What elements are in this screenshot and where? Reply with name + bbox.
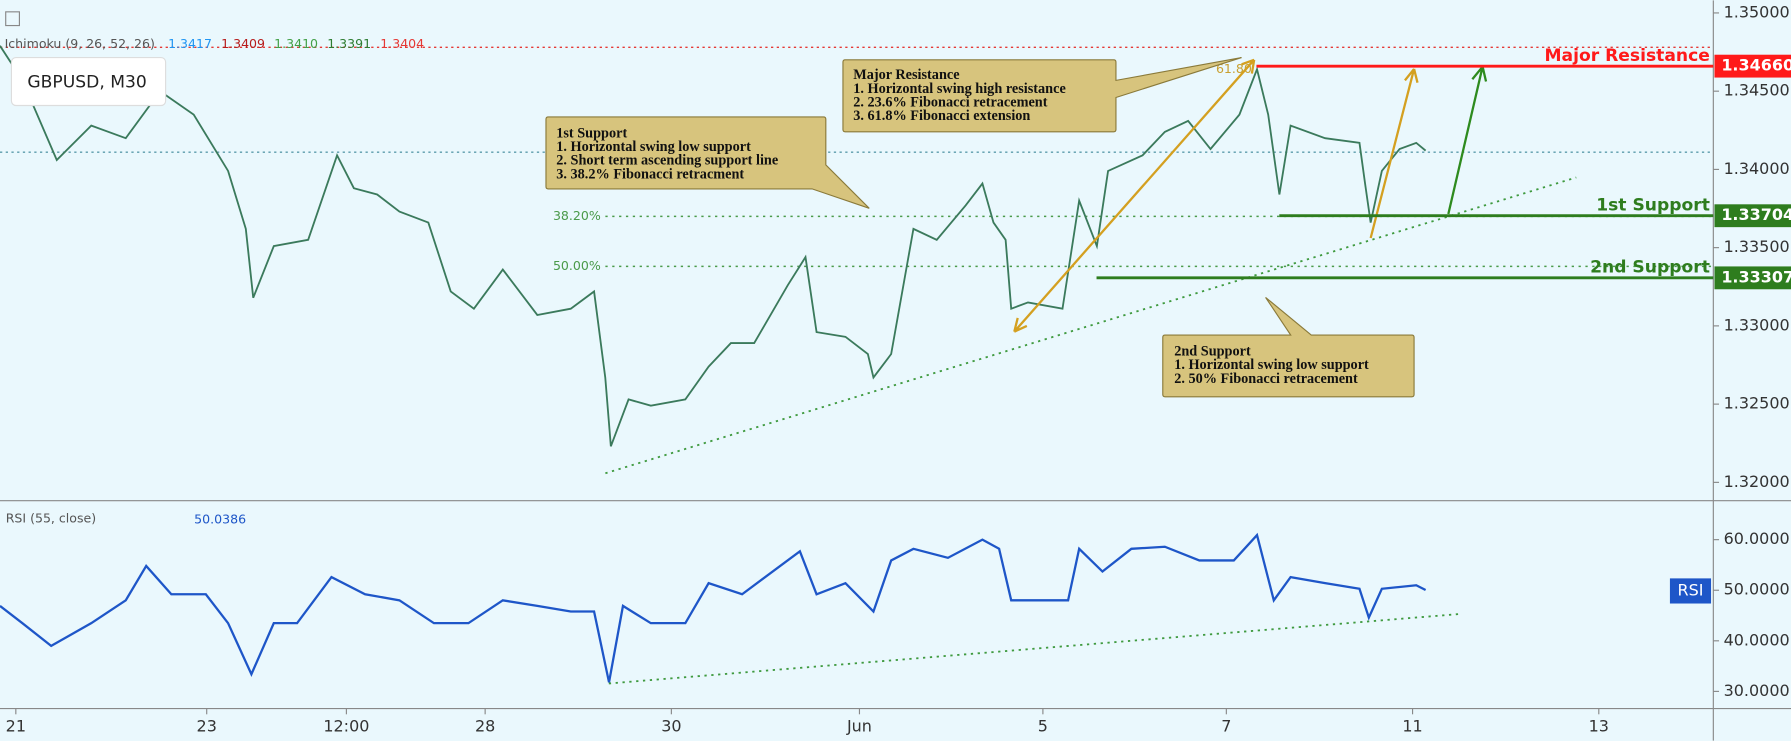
fib-label: 38.20% <box>553 208 601 223</box>
indicator-name: Ichimoku (9, 26, 52, 26) <box>5 35 155 50</box>
x-tick-label: 7 <box>1221 716 1231 735</box>
trend-line <box>605 176 1577 475</box>
y-tick-label: 60.0000 <box>1724 529 1790 548</box>
indicator-value: 1.3410 <box>274 35 318 50</box>
annotation-major-resistance: Major Resistance 1. Horizontal swing hig… <box>842 56 1242 133</box>
x-tick-label: 28 <box>475 716 495 735</box>
rsi-badge <box>1669 578 1712 604</box>
x-tick-label: 21 <box>6 716 26 735</box>
level-name: 2nd Support <box>1590 258 1710 278</box>
x-tick-label: 23 <box>197 716 217 735</box>
rsi-badge-text: RSI <box>1678 580 1704 599</box>
x-tick-label: 12:00 <box>323 716 369 735</box>
level-label: 1.34660 <box>1721 56 1791 75</box>
level-label: 1.33704 <box>1721 205 1791 224</box>
annotation-1st-support: 1st Support 1. Horizontal swing low supp… <box>545 116 870 209</box>
indicator-value: 1.3417 <box>168 35 212 50</box>
y-tick-label: 1.33000 <box>1724 315 1790 334</box>
indicator-value: 1.3409 <box>221 35 265 50</box>
annotation-text: 1. Horizontal swing high resistance <box>853 81 1066 97</box>
annotation-text: 2. Short term ascending support line <box>556 153 778 169</box>
symbol-box <box>10 56 167 107</box>
fib-label: 50.00% <box>553 258 601 273</box>
y-tick-label: 50.0000 <box>1724 580 1790 599</box>
annotation-text: 1. Horizontal swing low support <box>556 139 751 155</box>
annotation-box <box>545 116 870 209</box>
annotation-text: 3. 38.2% Fibonacci retracment <box>556 166 744 182</box>
level-badge <box>1714 204 1791 228</box>
y-tick-label: 1.35000 <box>1724 2 1790 21</box>
indicator-value: 1.3404 <box>380 35 424 50</box>
annotation-text: 1st Support <box>556 125 627 141</box>
y-tick-label: 1.32500 <box>1724 394 1790 413</box>
fib-arrow <box>1013 58 1256 333</box>
rsi-trend-line <box>608 612 1463 685</box>
annotation-2nd-support: 2nd Support 1. Horizontal swing low supp… <box>1162 296 1415 398</box>
rsi-title: RSI (55, close) <box>6 510 96 525</box>
annotation-text: 2. 50% Fibonacci retracement <box>1174 371 1358 387</box>
level-badge <box>1714 54 1791 78</box>
annotation-text: 2. 23.6% Fibonacci retracement <box>853 95 1048 111</box>
annotation-box <box>1162 296 1415 398</box>
y-tick-label: 1.32000 <box>1724 472 1790 491</box>
menu-icon[interactable] <box>5 11 20 27</box>
arrow-up-green <box>1447 65 1488 215</box>
level-name: 1st Support <box>1596 195 1710 215</box>
y-tick-label: 40.0000 <box>1724 630 1790 649</box>
y-tick-label: 1.34000 <box>1724 159 1790 178</box>
annotation-text: 3. 61.8% Fibonacci extension <box>853 108 1030 124</box>
level-label: 1.33307 <box>1721 267 1791 286</box>
annotation-text: 1. Horizontal swing low support <box>1174 357 1369 373</box>
arrows <box>1013 58 1419 333</box>
arrow-up <box>1369 68 1419 239</box>
annotation-box <box>842 56 1242 133</box>
x-tick-label: 11 <box>1402 716 1422 735</box>
y-tick-label: 30.0000 <box>1724 681 1790 700</box>
x-tick-label: 13 <box>1589 716 1609 735</box>
y-tick-label: 1.33500 <box>1724 237 1790 256</box>
rsi-line <box>0 532 1427 683</box>
rsi-value: 50.0386 <box>194 512 246 527</box>
indicator-row: Ichimoku (9, 26, 52, 26) 1.3417 1.3409 1.3… <box>5 35 425 50</box>
x-tick-label: 5 <box>1038 716 1048 735</box>
y-tick-label: 1.34500 <box>1724 81 1790 100</box>
symbol: GBPUSD, M30 <box>27 73 146 93</box>
indicator-value: 1.3391 <box>327 35 371 50</box>
price-line <box>0 45 1427 447</box>
annotation-text: Major Resistance <box>853 67 959 83</box>
level-name: Major Resistance <box>1544 46 1709 66</box>
layer-top: Major Resistance 1.34660 1st Support 1.3370… <box>1096 46 1791 290</box>
x-tick-label: Jun <box>846 716 872 735</box>
x-tick-label: 30 <box>661 716 681 735</box>
level-badge <box>1714 266 1791 290</box>
annotation-text: 2nd Support <box>1174 344 1251 360</box>
